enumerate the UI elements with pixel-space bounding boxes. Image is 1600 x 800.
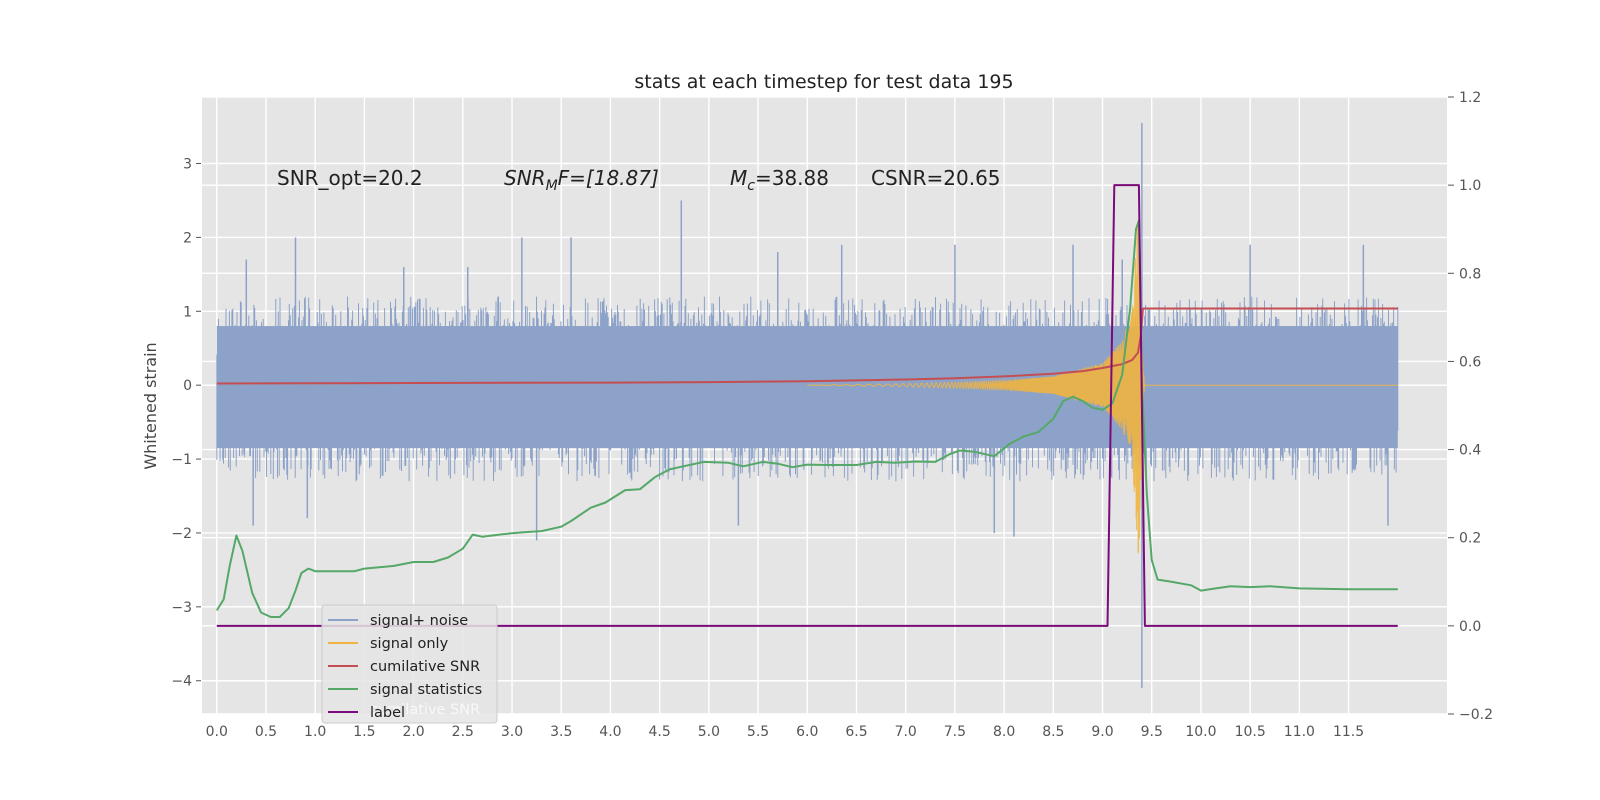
x-tick-label: 10.5 (1235, 724, 1266, 740)
x-tick-label: 1.5 (353, 724, 375, 740)
line-cumilative-snr (216, 307, 1398, 385)
x-tick-label: 0.0 (206, 724, 228, 740)
x-tick-label: 3.0 (501, 724, 523, 740)
y2-tick-label: 0.8 (1459, 266, 1481, 282)
x-tick-label: 4.5 (649, 724, 671, 740)
annotation-snr-opt: SNR_opt=20.2 (277, 166, 423, 190)
x-tick-label: 5.5 (747, 724, 769, 740)
x-tick-label: 3.5 (550, 724, 572, 740)
x-tick-label: 11.0 (1284, 724, 1315, 740)
legend-label: signal statistics (370, 682, 482, 698)
x-tick-label: 0.5 (255, 724, 277, 740)
x-tick-label: 7.0 (895, 724, 917, 740)
y-tick-label: −1 (171, 452, 192, 468)
y-tick-label: −2 (171, 526, 192, 542)
x-tick-label: 5.0 (698, 724, 720, 740)
signal-trace (807, 206, 1398, 554)
y-tick-label: 0 (183, 378, 192, 394)
x-tick-label: 6.0 (796, 724, 818, 740)
y-axis-label: Whitened strain (141, 342, 160, 469)
legend-ghost-text: cumilative SNR (370, 702, 480, 718)
annotation-mc-rest: =38.88 (755, 166, 829, 190)
legend-label: cumilative SNR (370, 659, 480, 675)
series-signal-noise (216, 122, 1399, 689)
series-lines (215, 184, 1398, 627)
annotation-snr-mf-sub: M (546, 178, 558, 194)
y2-tick-label: 1.0 (1459, 178, 1481, 194)
legend-cumilative-snr: cumilative SNR (328, 659, 480, 675)
annotation-snr-mf: SNRMF=[18.87] (504, 166, 659, 194)
line-label (216, 184, 1398, 627)
annotation-mc-sub: c (747, 178, 755, 194)
legend-signal-noise: signal+ noise (328, 613, 468, 629)
annotation-snr-mf-main: SNR (504, 166, 546, 190)
x-tick-label: 2.0 (402, 724, 424, 740)
x-tick-label: 10.0 (1185, 724, 1216, 740)
y2-tick-label: −0.2 (1459, 707, 1493, 723)
x-tick-label: 9.0 (1091, 724, 1113, 740)
y-tick-label: −3 (171, 600, 192, 616)
legend-box (321, 604, 498, 724)
legend-label: label (370, 705, 405, 721)
annotation-snr-mf-rest: F=[18.87] (558, 166, 659, 190)
legend-signal-statistics: signal statistics (328, 682, 482, 698)
legend-entries: signal+ noise signal only cumilative SNR si… (328, 613, 482, 721)
series-signal-only (807, 206, 1398, 554)
y-tick-label: 2 (183, 230, 192, 246)
legend-label: signal+ noise (370, 613, 468, 629)
annotation-mc-main: M (730, 166, 747, 190)
legend-label: signal only (370, 636, 449, 652)
y2-tick-label: 0.0 (1459, 619, 1481, 635)
y-tick-label: 3 (183, 157, 192, 173)
x-tick-label: 1.0 (304, 724, 326, 740)
x-tick-label: 11.5 (1333, 724, 1364, 740)
annotation-mc: Mc=38.88 (730, 166, 829, 194)
x-tick-label: 8.5 (1042, 724, 1064, 740)
annotation-csnr: CSNR=20.65 (871, 166, 1001, 190)
y2-tick-label: 1.2 (1459, 90, 1481, 106)
x-tick-label: 6.5 (845, 724, 867, 740)
y2-tick-label: 0.2 (1459, 531, 1481, 547)
x-tick-label: 7.5 (944, 724, 966, 740)
y2-tick-label: 0.6 (1459, 354, 1481, 370)
x-tick-label: 2.5 (452, 724, 474, 740)
axes: 0.0 0.5 1.0 1.5 2.0 2.5 3.0 3.5 4.0 4.5 5.0 5.5 6.0 6… (171, 90, 1493, 740)
x-tick-label: 4.0 (599, 724, 621, 740)
y-tick-label: 1 (183, 304, 192, 320)
legend-signal-only: signal only (328, 636, 449, 652)
y-tick-label: −4 (171, 674, 192, 690)
x-tick-label: 8.0 (993, 724, 1015, 740)
chart-title: stats at each timestep for test data 195 (634, 71, 1013, 93)
x-tick-label: 9.5 (1141, 724, 1163, 740)
annotations: SNR_opt=20.2 SNRMF=[18.87] Mc=38.88 CSNR… (277, 166, 1001, 194)
y2-tick-label: 0.4 (1459, 443, 1481, 459)
legend-label: label (328, 705, 405, 721)
legend: cumilative SNR signal+ noise signal only c… (321, 604, 498, 724)
